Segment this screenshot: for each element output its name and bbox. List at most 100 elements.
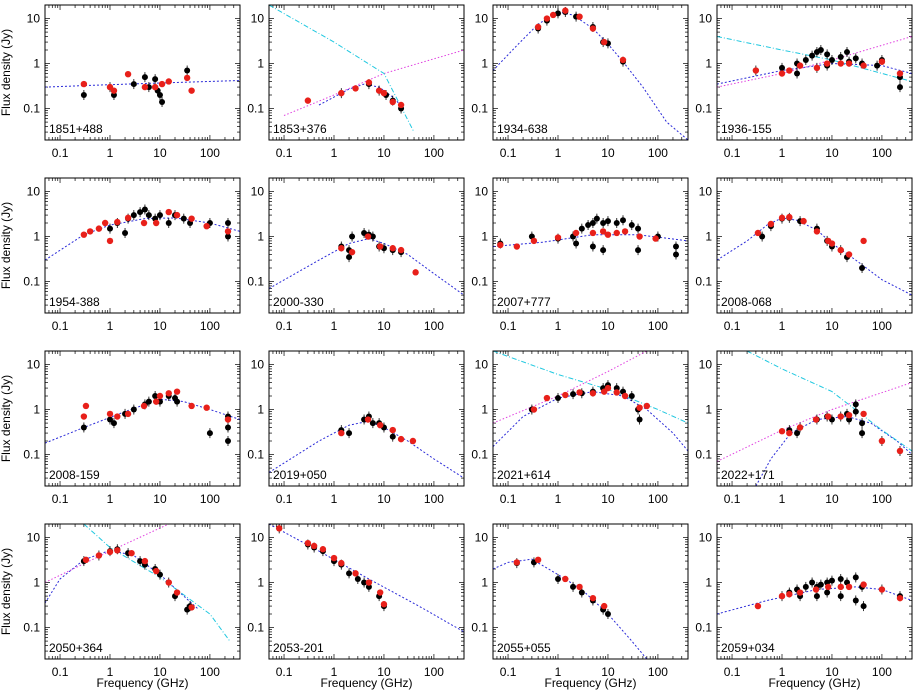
y-axis-labels: Flux density (Jy) Flux density (Jy) Flux d… [0, 29, 13, 635]
data-point-red [824, 583, 832, 591]
data-point-red [837, 246, 844, 254]
panel-ticks [268, 523, 465, 660]
panel-9: 0.1 1 10 0.1 1 10 100 2019+050 [247, 350, 465, 506]
data-point-red [636, 404, 643, 411]
panel-frame [492, 350, 689, 487]
data-point-red [652, 235, 659, 242]
data-point-red [896, 70, 904, 77]
data-point-red [621, 392, 629, 400]
data-point-red [365, 579, 373, 586]
data-point-red [813, 64, 821, 72]
data-point-black [122, 229, 129, 236]
data-point-black [852, 574, 859, 581]
fit-line-cyan [717, 36, 912, 82]
y-tick-label: 1 [705, 576, 712, 590]
x-tick-label: 1 [779, 319, 786, 333]
y-tick-label: 10 [699, 531, 713, 545]
data-point-red [813, 228, 821, 235]
x-axis-label-col-1: Frequency (GHz) [320, 676, 412, 690]
x-tick-label: 10 [825, 319, 839, 333]
data-point-red [80, 413, 88, 420]
x-tick-label: 10 [601, 319, 615, 333]
y-tick-label: 10 [251, 358, 265, 372]
data-point-red [224, 228, 232, 235]
source-name: 1853+376 [273, 122, 327, 136]
fit-line-magenta [283, 49, 464, 116]
data-point-red [365, 79, 373, 86]
data-point-red [497, 241, 504, 249]
data-point-red [613, 229, 620, 237]
data-point-red [576, 13, 583, 20]
x-tick-label: 1 [107, 319, 114, 333]
data-point-red [812, 416, 820, 423]
y-tick-label: 10 [475, 12, 489, 26]
y-tick-label: 1 [257, 403, 264, 417]
y-tick-label: 0.1 [247, 102, 264, 116]
panel-frame [492, 523, 689, 660]
panel-8: 0.1 1 10 0.1 1 10 100 2008-159 [23, 350, 241, 506]
data-point-black [145, 398, 152, 405]
panel-ticks [44, 523, 241, 660]
data-point-red [600, 602, 608, 610]
panel-content [493, 556, 648, 659]
x-tick-label: 100 [648, 319, 668, 333]
data-point-red [778, 214, 786, 222]
panel-frame [44, 350, 241, 487]
x-tick-label: 0.1 [500, 665, 517, 679]
x-axis-label-col-2: Frequency (GHz) [544, 676, 636, 690]
data-point-red [643, 402, 651, 410]
data-point-red [101, 219, 109, 227]
data-point-red [82, 556, 90, 564]
data-point-black [635, 247, 642, 254]
x-tick-label: 1 [779, 146, 786, 160]
fit-line-magenta [717, 382, 912, 462]
data-point-black [859, 430, 866, 437]
data-point-red [778, 70, 786, 77]
data-point-red [106, 237, 114, 245]
source-name: 2022+171 [721, 468, 775, 482]
x-tick-label: 100 [200, 319, 220, 333]
y-tick-label: 10 [475, 358, 489, 372]
y-tick-label: 1 [705, 230, 712, 244]
data-point-black [361, 579, 368, 586]
source-name: 2007+777 [497, 295, 551, 309]
data-point-red [845, 251, 853, 258]
data-point-red [124, 70, 132, 78]
x-tick-label: 10 [377, 146, 391, 160]
y-tick-label: 0.1 [695, 102, 712, 116]
data-point-red [114, 218, 121, 226]
data-point-black [844, 49, 850, 56]
panel-ticks [492, 523, 689, 660]
data-point-red [375, 87, 383, 94]
fit-line-blue [318, 83, 405, 109]
x-tick-label: 10 [377, 492, 391, 506]
data-point-red [141, 83, 149, 91]
x-tick-label: 100 [872, 146, 892, 160]
data-point-red [589, 390, 597, 397]
data-point-red [513, 559, 521, 566]
x-tick-label: 0.1 [276, 319, 293, 333]
data-point-red [380, 89, 388, 97]
data-point-black [809, 579, 816, 586]
data-point-red [562, 7, 569, 14]
x-tick-label: 10 [825, 146, 839, 160]
data-point-red [860, 410, 867, 418]
data-point-red [80, 231, 88, 238]
panel-frame [716, 4, 913, 141]
data-point-black [779, 64, 785, 71]
data-point-red [786, 591, 793, 598]
y-tick-label: 0.1 [247, 448, 264, 462]
data-point-red [823, 60, 831, 67]
data-point-black [107, 225, 113, 232]
fit-line-magenta [45, 524, 170, 583]
data-point-red [165, 579, 172, 586]
x-tick-label: 10 [601, 665, 615, 679]
data-point-black [672, 251, 679, 258]
data-point-red [409, 437, 417, 445]
data-point-black [589, 243, 596, 250]
data-point-black [156, 92, 163, 98]
x-tick-label: 10 [153, 665, 167, 679]
data-point-red [589, 25, 597, 32]
panel-ticks [268, 177, 465, 314]
x-tick-label: 1 [331, 319, 338, 333]
